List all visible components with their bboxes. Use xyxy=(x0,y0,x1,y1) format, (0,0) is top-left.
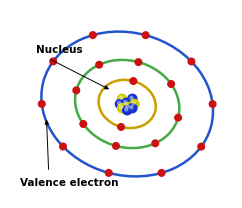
Circle shape xyxy=(168,81,174,87)
Circle shape xyxy=(122,98,131,108)
Circle shape xyxy=(106,170,112,176)
Circle shape xyxy=(152,140,159,147)
Circle shape xyxy=(50,58,56,65)
Circle shape xyxy=(130,106,133,109)
Circle shape xyxy=(124,100,127,104)
Circle shape xyxy=(130,96,133,99)
Circle shape xyxy=(96,61,102,68)
Circle shape xyxy=(130,99,139,109)
Circle shape xyxy=(188,58,195,65)
Circle shape xyxy=(128,104,137,113)
Circle shape xyxy=(117,104,127,113)
Circle shape xyxy=(209,101,216,107)
Text: Valence electron: Valence electron xyxy=(20,177,118,188)
Circle shape xyxy=(80,121,87,127)
Circle shape xyxy=(117,94,127,103)
Circle shape xyxy=(118,124,124,130)
Circle shape xyxy=(38,101,45,107)
Circle shape xyxy=(132,102,135,105)
Circle shape xyxy=(158,170,165,176)
Circle shape xyxy=(124,103,133,112)
Circle shape xyxy=(120,106,123,109)
Circle shape xyxy=(117,102,121,105)
Circle shape xyxy=(130,78,137,84)
Circle shape xyxy=(175,114,182,121)
Circle shape xyxy=(142,32,149,38)
Circle shape xyxy=(128,94,137,103)
Text: Nucleus: Nucleus xyxy=(36,45,83,55)
Circle shape xyxy=(90,32,96,38)
Circle shape xyxy=(125,108,128,111)
Circle shape xyxy=(123,106,132,115)
Circle shape xyxy=(198,143,204,150)
Circle shape xyxy=(113,143,119,149)
Circle shape xyxy=(126,105,129,108)
Circle shape xyxy=(115,99,125,109)
Circle shape xyxy=(73,87,80,94)
Circle shape xyxy=(120,96,123,99)
Circle shape xyxy=(60,143,66,150)
Circle shape xyxy=(135,59,142,65)
